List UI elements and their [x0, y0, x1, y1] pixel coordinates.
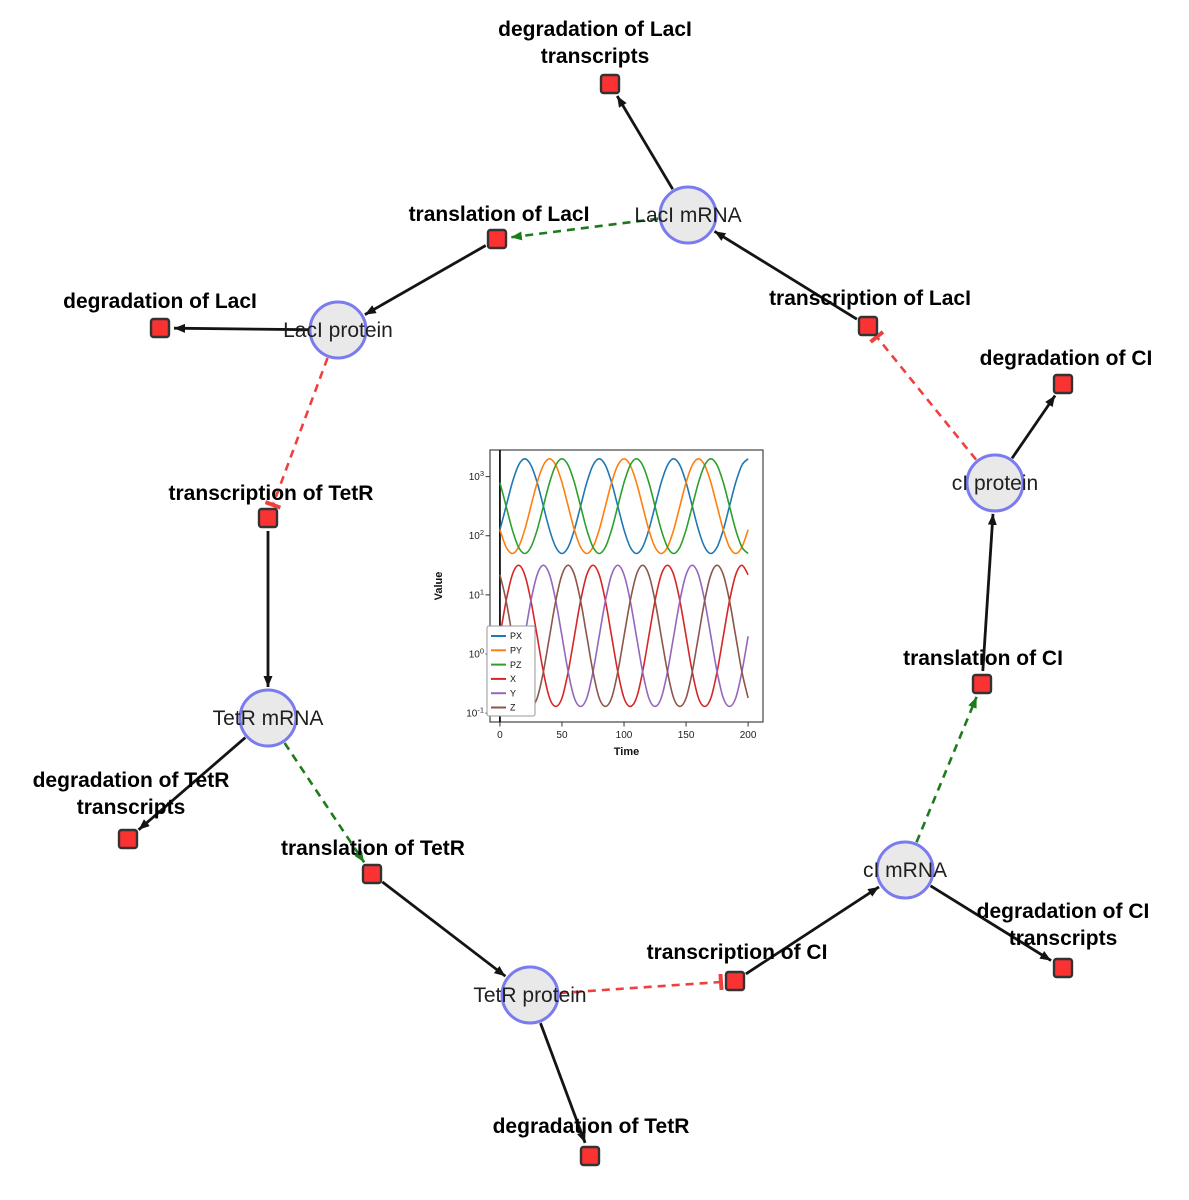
inset-timeseries-chart: 0 50 100 150 200 10-1 100 101 102 103 Time Value PX P…	[433, 449, 764, 758]
species-node-tetr_protein	[500, 965, 560, 1025]
chart-x-tick-label: 0	[497, 730, 503, 741]
reaction-node-deg_ci_tx	[1052, 957, 1074, 979]
species-node-ci_mrna	[875, 840, 935, 900]
edge-product-transl_laci-to-laci_protein	[364, 244, 487, 316]
chart-series-X	[499, 564, 749, 708]
reaction-node-transl_tetr	[361, 863, 383, 885]
reaction-label-deg_tetr_tx-line1: degradation of TetR	[33, 769, 230, 792]
edge-modifier-tetr_mrna-to-transl_tetr	[283, 742, 366, 864]
chart-series-Z	[499, 564, 749, 708]
species-node-tetr_mrna	[238, 688, 298, 748]
species-label-ci_mrna: cI mRNA	[863, 859, 947, 882]
chart-series-PZ	[499, 457, 749, 555]
edges-layer	[137, 95, 1057, 1144]
reaction-label-txn_laci: transcription of LacI	[769, 287, 971, 310]
species-label-ci_protein: cI protein	[952, 472, 1038, 495]
labels-layer: degradation of LacI transcripts translatio…	[33, 18, 1153, 1138]
reaction-label-deg_ci_tx-line2: transcripts	[1009, 927, 1118, 950]
reaction-label-deg_laci_tx-line1: degradation of LacI	[498, 18, 692, 41]
edge-modifier-ci_mrna-to-transl_ci	[915, 696, 978, 843]
edge-product-txn_ci-to-ci_mrna	[745, 885, 880, 976]
reaction-label-deg_tetr_tx-line2: transcripts	[77, 796, 186, 819]
reaction-node-deg_tetr_tx	[117, 828, 139, 850]
edge-reactant-tetr_protein-to-deg_tetr	[539, 1022, 587, 1144]
legend-label-PY: PY	[510, 646, 522, 656]
edge-product-transl_tetr-to-tetr_protein	[381, 880, 507, 978]
reaction-node-transl_ci	[971, 673, 993, 695]
chart-y-tick-label: 103	[469, 469, 484, 483]
edge-product-transl_ci-to-ci_protein	[981, 513, 997, 672]
reaction-label-deg_ci_tx-line1: degradation of CI	[977, 900, 1150, 923]
edge-reactant-laci_protein-to-deg_laci	[173, 323, 309, 333]
reaction-label-txn_tetr: transcription of TetR	[169, 482, 374, 505]
reaction-label-deg_laci: degradation of LacI	[63, 290, 257, 313]
edge-inhibition-ci_protein-to-txn_laci	[869, 330, 978, 461]
chart-plot-frame	[489, 449, 764, 723]
reaction-label-deg_laci_tx-line2: transcripts	[541, 45, 650, 68]
species-label-laci_protein: LacI protein	[283, 319, 393, 342]
chart-x-tick-label: 100	[616, 730, 633, 741]
edge-inhibition-laci_protein-to-txn_tetr	[264, 357, 329, 510]
chart-y-tick-label: 101	[469, 587, 484, 601]
legend-label-PZ: PZ	[510, 660, 522, 670]
chart-series-Y	[499, 564, 749, 708]
chart-x-tick-label: 50	[556, 730, 568, 741]
chart-x-tick-label: 150	[678, 730, 695, 741]
reaction-label-transl_tetr: translation of TetR	[281, 837, 465, 860]
edge-modifier-laci_mrna-to-transl_laci	[510, 217, 659, 241]
reaction-node-deg_tetr	[579, 1145, 601, 1167]
chart-y-axis-label: Value	[433, 572, 445, 601]
species-label-tetr_mrna: TetR mRNA	[213, 707, 324, 730]
reaction-node-deg_ci	[1052, 373, 1074, 395]
reaction-node-transl_laci	[486, 228, 508, 250]
species-label-tetr_protein: TetR protein	[473, 984, 586, 1007]
chart-y-tick-label: 10-1	[466, 706, 484, 720]
legend-label-Y: Y	[510, 688, 516, 698]
chart-x-tick-label: 200	[740, 730, 757, 741]
reaction-label-deg_ci: degradation of CI	[980, 347, 1153, 370]
chart-series-PY	[499, 457, 749, 555]
edge-reactant-laci_mrna-to-deg_laci_tx	[615, 95, 674, 190]
chart-x-axis-label: Time	[614, 746, 639, 758]
species-node-laci_mrna	[658, 185, 718, 245]
edge-reactant-ci_protein-to-deg_ci	[1010, 394, 1057, 460]
reaction-label-transl_laci: translation of LacI	[409, 203, 590, 226]
legend-label-PX: PX	[510, 631, 522, 641]
reaction-node-txn_ci	[724, 970, 746, 992]
reaction-label-transl_ci: translation of CI	[903, 647, 1063, 670]
nodes-layer	[117, 73, 1074, 1167]
reaction-label-deg_tetr: degradation of TetR	[493, 1115, 690, 1138]
edge-reactant-ci_mrna-to-deg_ci_tx	[929, 884, 1052, 962]
edge-reactant-tetr_mrna-to-deg_tetr_tx	[137, 736, 247, 831]
reaction-node-deg_laci	[149, 317, 171, 339]
reaction-node-txn_tetr	[257, 507, 279, 529]
chart-y-tick-label: 100	[469, 647, 484, 661]
species-node-ci_protein	[965, 453, 1025, 513]
reaction-label-txn_ci: transcription of CI	[647, 941, 828, 964]
reaction-node-txn_laci	[857, 315, 879, 337]
species-label-laci_mrna: LacI mRNA	[634, 204, 741, 227]
species-node-laci_protein	[308, 300, 368, 360]
legend-label-X: X	[510, 674, 516, 684]
legend-label-Z: Z	[510, 703, 516, 713]
edge-product-txn_laci-to-laci_mrna	[713, 230, 858, 321]
chart-y-tick-label: 102	[469, 528, 484, 542]
chart-series-PX	[499, 457, 749, 555]
reaction-node-deg_laci_tx	[599, 73, 621, 95]
